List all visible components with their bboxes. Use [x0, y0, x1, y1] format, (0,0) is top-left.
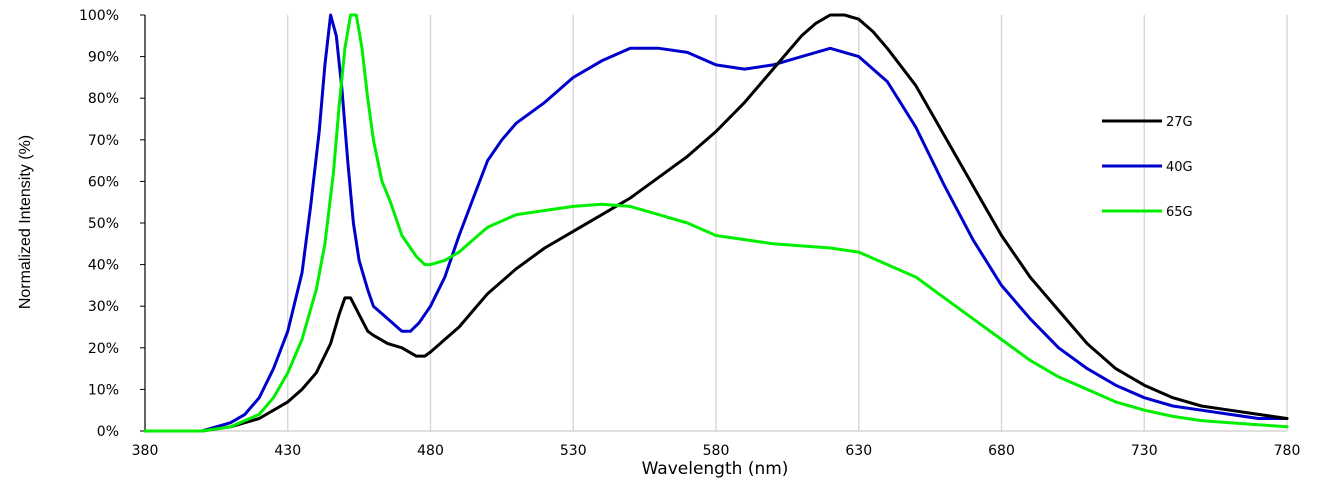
- x-tick-label: 430: [274, 443, 301, 459]
- legend-label-40G: 40G: [1166, 160, 1193, 175]
- x-tick-label: 580: [703, 443, 730, 459]
- y-tick-label: 50%: [88, 216, 119, 232]
- y-tick-labels: 0% 10% 20% 30% 40% 50% 60% 70% 80% 90% 100%: [79, 8, 119, 440]
- x-tick-labels: 380 430 480 530 580 630 680 730 780: [132, 443, 1301, 459]
- legend-label-65G: 65G: [1166, 205, 1193, 220]
- x-tick-label: 630: [845, 443, 872, 459]
- y-axis-title: Normalized Intensity (%): [17, 135, 34, 309]
- axes: [140, 14, 1287, 432]
- y-tick-label: 0%: [97, 424, 119, 440]
- x-tick-label: 730: [1131, 443, 1158, 459]
- y-tick-label: 40%: [88, 258, 119, 274]
- y-tick-label: 30%: [88, 299, 119, 315]
- x-tick-label: 480: [417, 443, 444, 459]
- y-tick-label: 20%: [88, 341, 119, 357]
- vertical-gridlines: [287, 15, 1288, 431]
- legend-label-27G: 27G: [1166, 115, 1193, 130]
- x-tick-label: 780: [1274, 443, 1301, 459]
- x-tick-label: 380: [132, 443, 159, 459]
- x-tick-label: 530: [560, 443, 587, 459]
- y-tick-label: 90%: [88, 50, 119, 66]
- y-tick-label: 100%: [79, 8, 119, 24]
- y-tick-label: 10%: [88, 382, 119, 398]
- series-line-40G: [143, 13, 1289, 433]
- y-tick-label: 70%: [88, 133, 119, 149]
- x-axis-title: Wavelength (nm): [642, 459, 789, 479]
- y-tick-label: 80%: [88, 91, 119, 107]
- legend: 27G 40G 65G: [1102, 115, 1193, 220]
- series-lines: [143, 13, 1289, 433]
- series-line-65G: [143, 13, 1289, 433]
- y-tick-label: 60%: [88, 174, 119, 190]
- x-tick-label: 680: [988, 443, 1015, 459]
